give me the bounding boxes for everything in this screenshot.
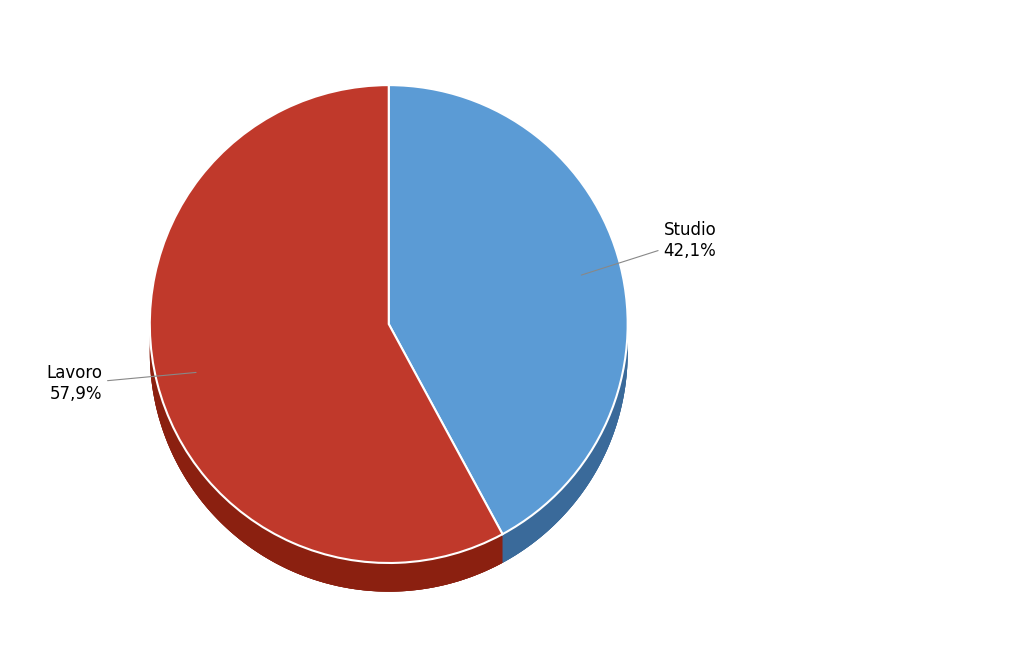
Text: Lavoro
57,9%: Lavoro 57,9% — [46, 364, 196, 403]
Text: Studio
42,1%: Studio 42,1% — [581, 221, 716, 275]
Polygon shape — [389, 85, 628, 563]
Wedge shape — [149, 85, 502, 563]
Wedge shape — [389, 85, 628, 534]
Polygon shape — [502, 327, 628, 563]
Wedge shape — [389, 114, 628, 563]
Polygon shape — [149, 325, 502, 591]
Wedge shape — [149, 85, 502, 563]
Polygon shape — [149, 85, 502, 591]
Polygon shape — [389, 324, 502, 563]
Wedge shape — [389, 85, 628, 534]
Polygon shape — [389, 324, 502, 563]
Wedge shape — [149, 114, 502, 591]
